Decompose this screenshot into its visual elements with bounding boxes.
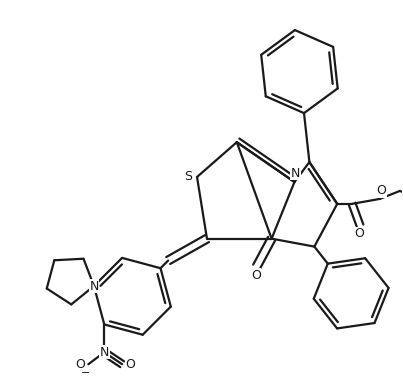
Text: N: N (291, 166, 300, 180)
Text: N: N (89, 280, 99, 293)
Text: S: S (184, 171, 192, 183)
Text: O: O (376, 185, 386, 197)
Text: O: O (354, 227, 364, 240)
Text: −: − (81, 368, 90, 378)
Text: N: N (100, 346, 109, 359)
Text: O: O (251, 269, 261, 282)
Text: O: O (125, 358, 135, 371)
Text: O: O (75, 358, 85, 371)
